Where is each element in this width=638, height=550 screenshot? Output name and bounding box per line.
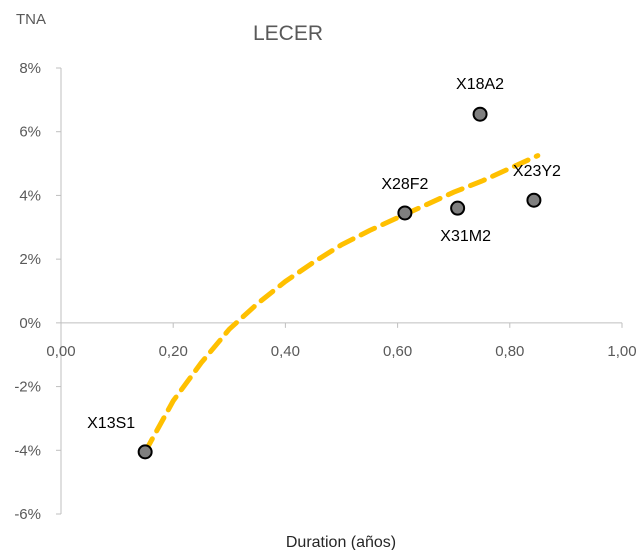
y-axis-label: TNA: [16, 11, 46, 28]
y-tick-label: -4%: [14, 442, 41, 459]
y-tick-label: 0%: [19, 315, 41, 332]
trendline-path: [142, 153, 541, 455]
data-point: [397, 205, 413, 221]
y-tick-label: 2%: [19, 251, 41, 268]
axes: 8% 6% 4% 2% 0% -2% -4% -6% 0,00 0,20 0,40 0,60 0,80 1…: [14, 60, 636, 523]
data-points: X13S1 X28F2 X31M2 X18A2 X23Y2: [87, 76, 561, 460]
data-point-label: X18A2: [456, 76, 504, 93]
y-tick-label: 8%: [19, 60, 41, 77]
data-point-label: X28F2: [381, 176, 428, 193]
y-tick-label: 6%: [19, 124, 41, 141]
data-point: [450, 200, 466, 216]
x-tick-label: 1,00: [607, 343, 636, 360]
x-axis-label: Duration (años): [286, 534, 396, 550]
x-tick-label: 0,20: [159, 343, 188, 360]
data-point: [137, 444, 153, 460]
data-point: [472, 106, 488, 122]
x-tick-label: 0,40: [271, 343, 300, 360]
y-tick-label: 4%: [19, 187, 41, 204]
data-point-label: X13S1: [87, 415, 135, 432]
data-point-label: X31M2: [440, 228, 491, 245]
y-tick-label: -6%: [14, 506, 41, 523]
trendline: [142, 153, 541, 455]
data-point-label: X23Y2: [513, 163, 561, 180]
data-point: [526, 192, 542, 208]
x-tick-label: 0,80: [495, 343, 524, 360]
y-tick-label: -2%: [14, 379, 41, 396]
x-tick-label: 0,60: [383, 343, 412, 360]
chart-title: LECER: [253, 22, 323, 45]
x-tick-label: 0,00: [46, 343, 75, 360]
